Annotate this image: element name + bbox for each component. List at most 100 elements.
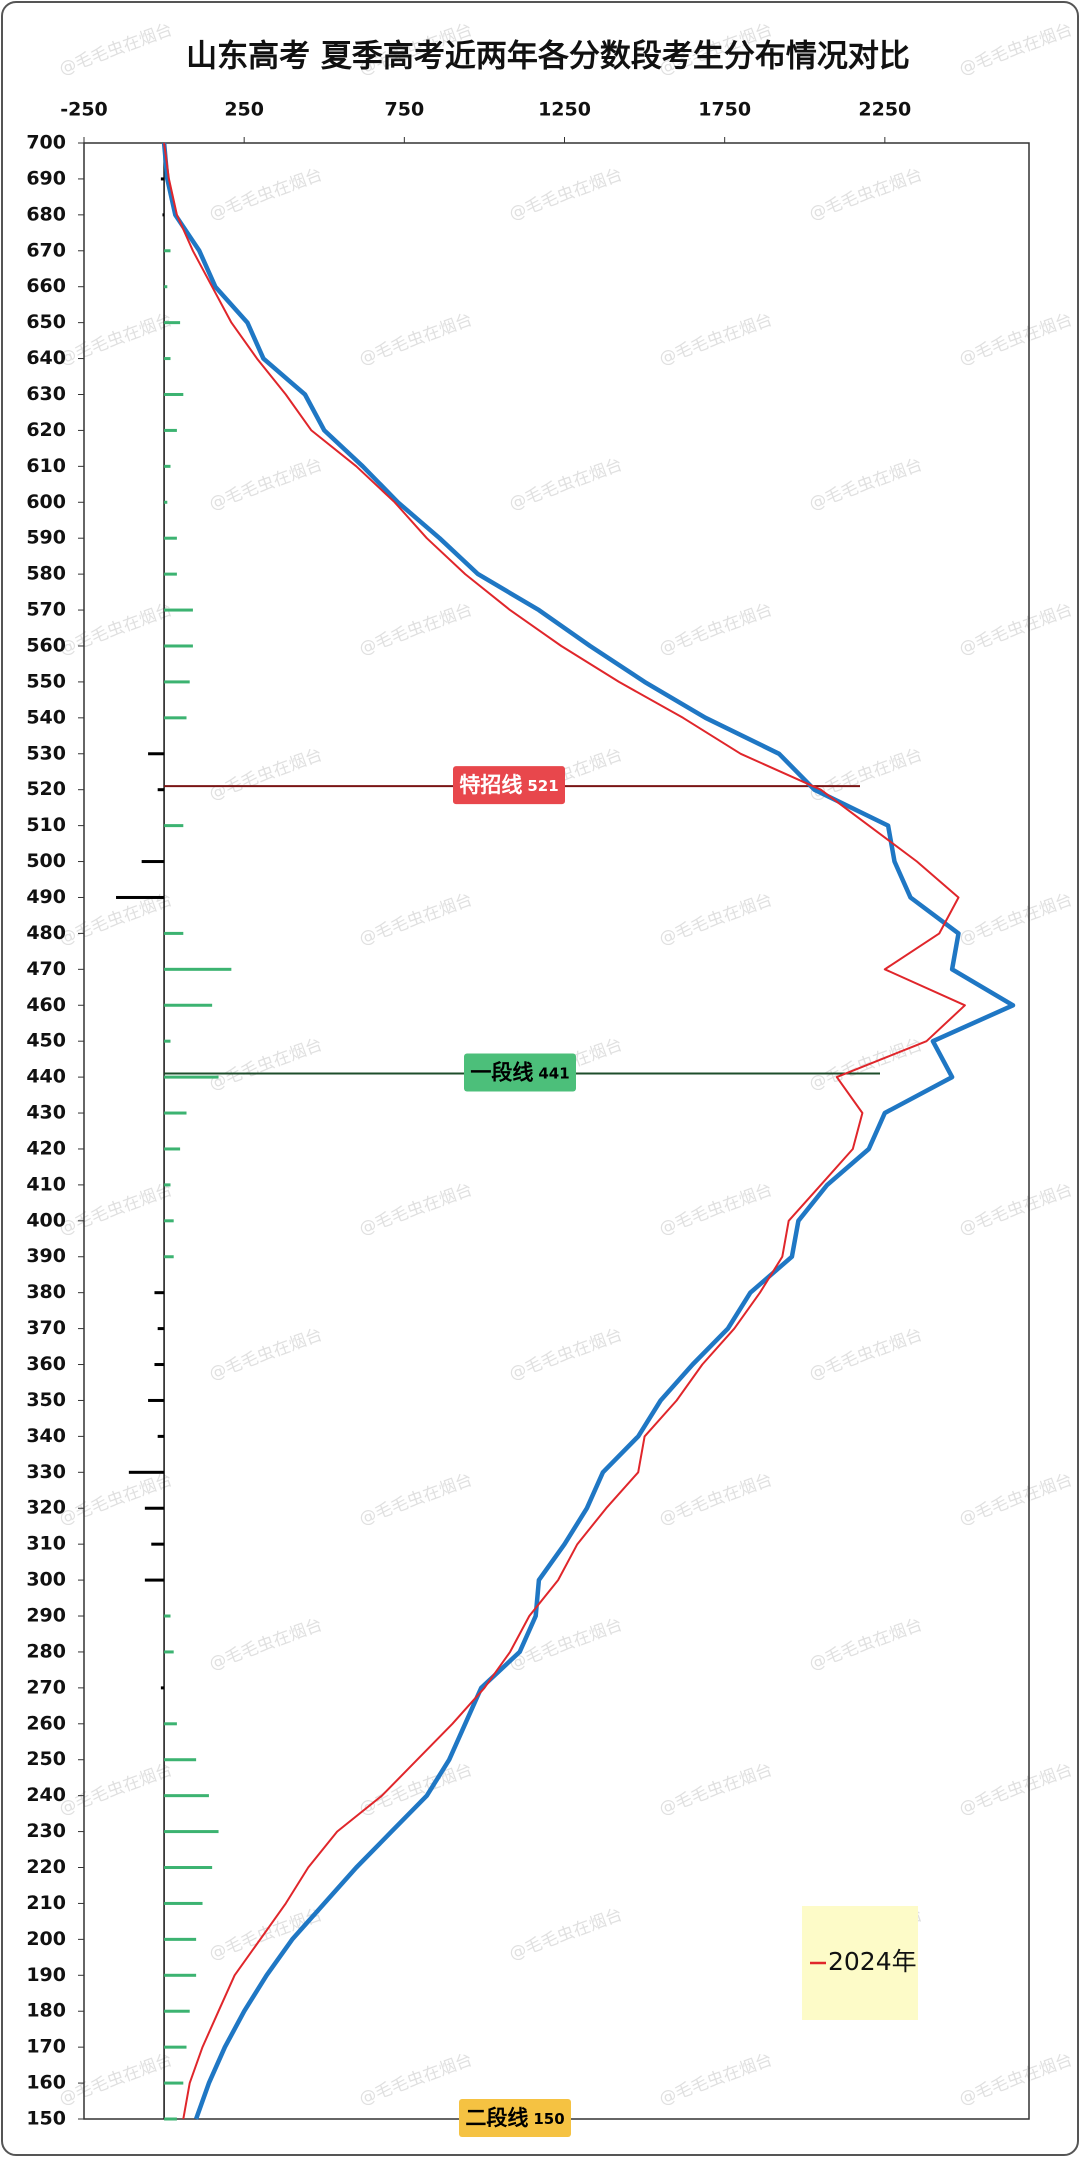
bar [164,1255,174,1259]
bar [157,1327,165,1331]
y-tick-label: 460 [26,994,66,1016]
y-tick-label: 650 [26,311,66,333]
bar [164,1183,171,1187]
bar [164,428,177,432]
legend-label: 2024年 [828,1947,917,1976]
reference-name: 特招线 [459,773,522,797]
y-tick-label: 280 [26,1640,66,1662]
reference-label: 一段线 441 [470,1061,569,1085]
bar [128,1470,165,1474]
bar [164,285,168,289]
y-tick-label: 320 [26,1497,66,1519]
bar [160,1686,165,1690]
bar [164,644,193,648]
y-tick-label: 520 [26,778,66,800]
y-tick-label: 210 [26,1892,66,1914]
bar [164,680,190,684]
bar [164,500,168,504]
bar [144,1506,165,1510]
y-tick-label: 490 [26,886,66,908]
y-tick-label: 250 [26,1748,66,1770]
reference-label: 二段线 150 [465,2106,564,2130]
bar [164,392,184,396]
bar [164,1937,197,1941]
reference-name: 一段线 [470,1061,533,1085]
y-tick-label: 230 [26,1820,66,1842]
y-tick-label: 390 [26,1245,66,1267]
chart-title: 山东高考 夏季高考近两年各分数段考生分布情况对比 [186,39,910,75]
y-tick-label: 580 [26,563,66,585]
bar [164,2045,187,2049]
reference-label-box [464,1053,576,1092]
bar [154,1363,165,1367]
bar [148,752,165,756]
bar [164,1901,203,1905]
bar [151,1542,165,1546]
reference-name: 二段线 [465,2106,528,2130]
y-tick-label: 690 [26,167,66,189]
bar [164,1111,187,1115]
y-tick-label: 480 [26,922,66,944]
y-tick-label: 170 [26,2036,66,2058]
bar [164,1614,171,1618]
bar [164,2081,184,2085]
y-tick-label: 410 [26,1173,66,1195]
series-line [161,142,1016,2120]
y-tick-label: 240 [26,1784,66,1806]
bar [164,1758,197,1762]
reference-value: 521 [527,777,558,795]
bar [164,572,177,576]
bar [157,788,165,792]
bar [164,608,193,612]
x-tick-label: 2250 [858,99,911,121]
bar [164,1650,174,1654]
y-tick-label: 560 [26,634,66,656]
bar [164,1830,219,1834]
y-tick-label: 600 [26,491,66,513]
bar [164,321,181,325]
x-tick-label: 750 [385,99,425,121]
bar [141,860,165,864]
reference-label: 特招线 521 [459,773,558,797]
y-tick-label: 290 [26,1605,66,1627]
y-tick-label: 590 [26,527,66,549]
x-tick-label: -250 [60,99,108,121]
y-tick-label: 680 [26,203,66,225]
series-line [163,142,966,2120]
bar [164,249,171,253]
reference-value: 441 [538,1064,569,1082]
x-tick-label: 1750 [698,99,751,121]
bar [164,1039,171,1043]
bar [164,464,171,468]
bar [164,2009,190,2013]
y-tick-label: 260 [26,1712,66,1734]
reference-value: 150 [533,2110,564,2128]
bar [164,1722,177,1726]
y-tick-label: 700 [26,132,66,154]
bar [164,357,171,361]
y-tick-label: 270 [26,1676,66,1698]
reference-label-box [459,2099,571,2137]
y-tick-label: 220 [26,1856,66,1878]
y-tick-label: 450 [26,1030,66,1052]
y-tick-label: 640 [26,347,66,369]
y-tick-label: 500 [26,850,66,872]
y-tick-label: 470 [26,958,66,980]
y-tick-label: 370 [26,1317,66,1339]
bar [144,1578,165,1582]
y-tick-label: 630 [26,383,66,405]
bar [154,1291,165,1295]
y-tick-label: 350 [26,1389,66,1411]
bar [164,1794,209,1798]
y-tick-label: 620 [26,419,66,441]
y-tick-label: 340 [26,1425,66,1447]
y-tick-label: 440 [26,1066,66,1088]
bar [162,213,165,217]
bar [157,1434,165,1438]
bar [164,967,232,971]
bar [148,1398,165,1402]
y-tick-label: 360 [26,1353,66,1375]
y-tick-label: 670 [26,239,66,261]
y-tick-label: 330 [26,1461,66,1483]
